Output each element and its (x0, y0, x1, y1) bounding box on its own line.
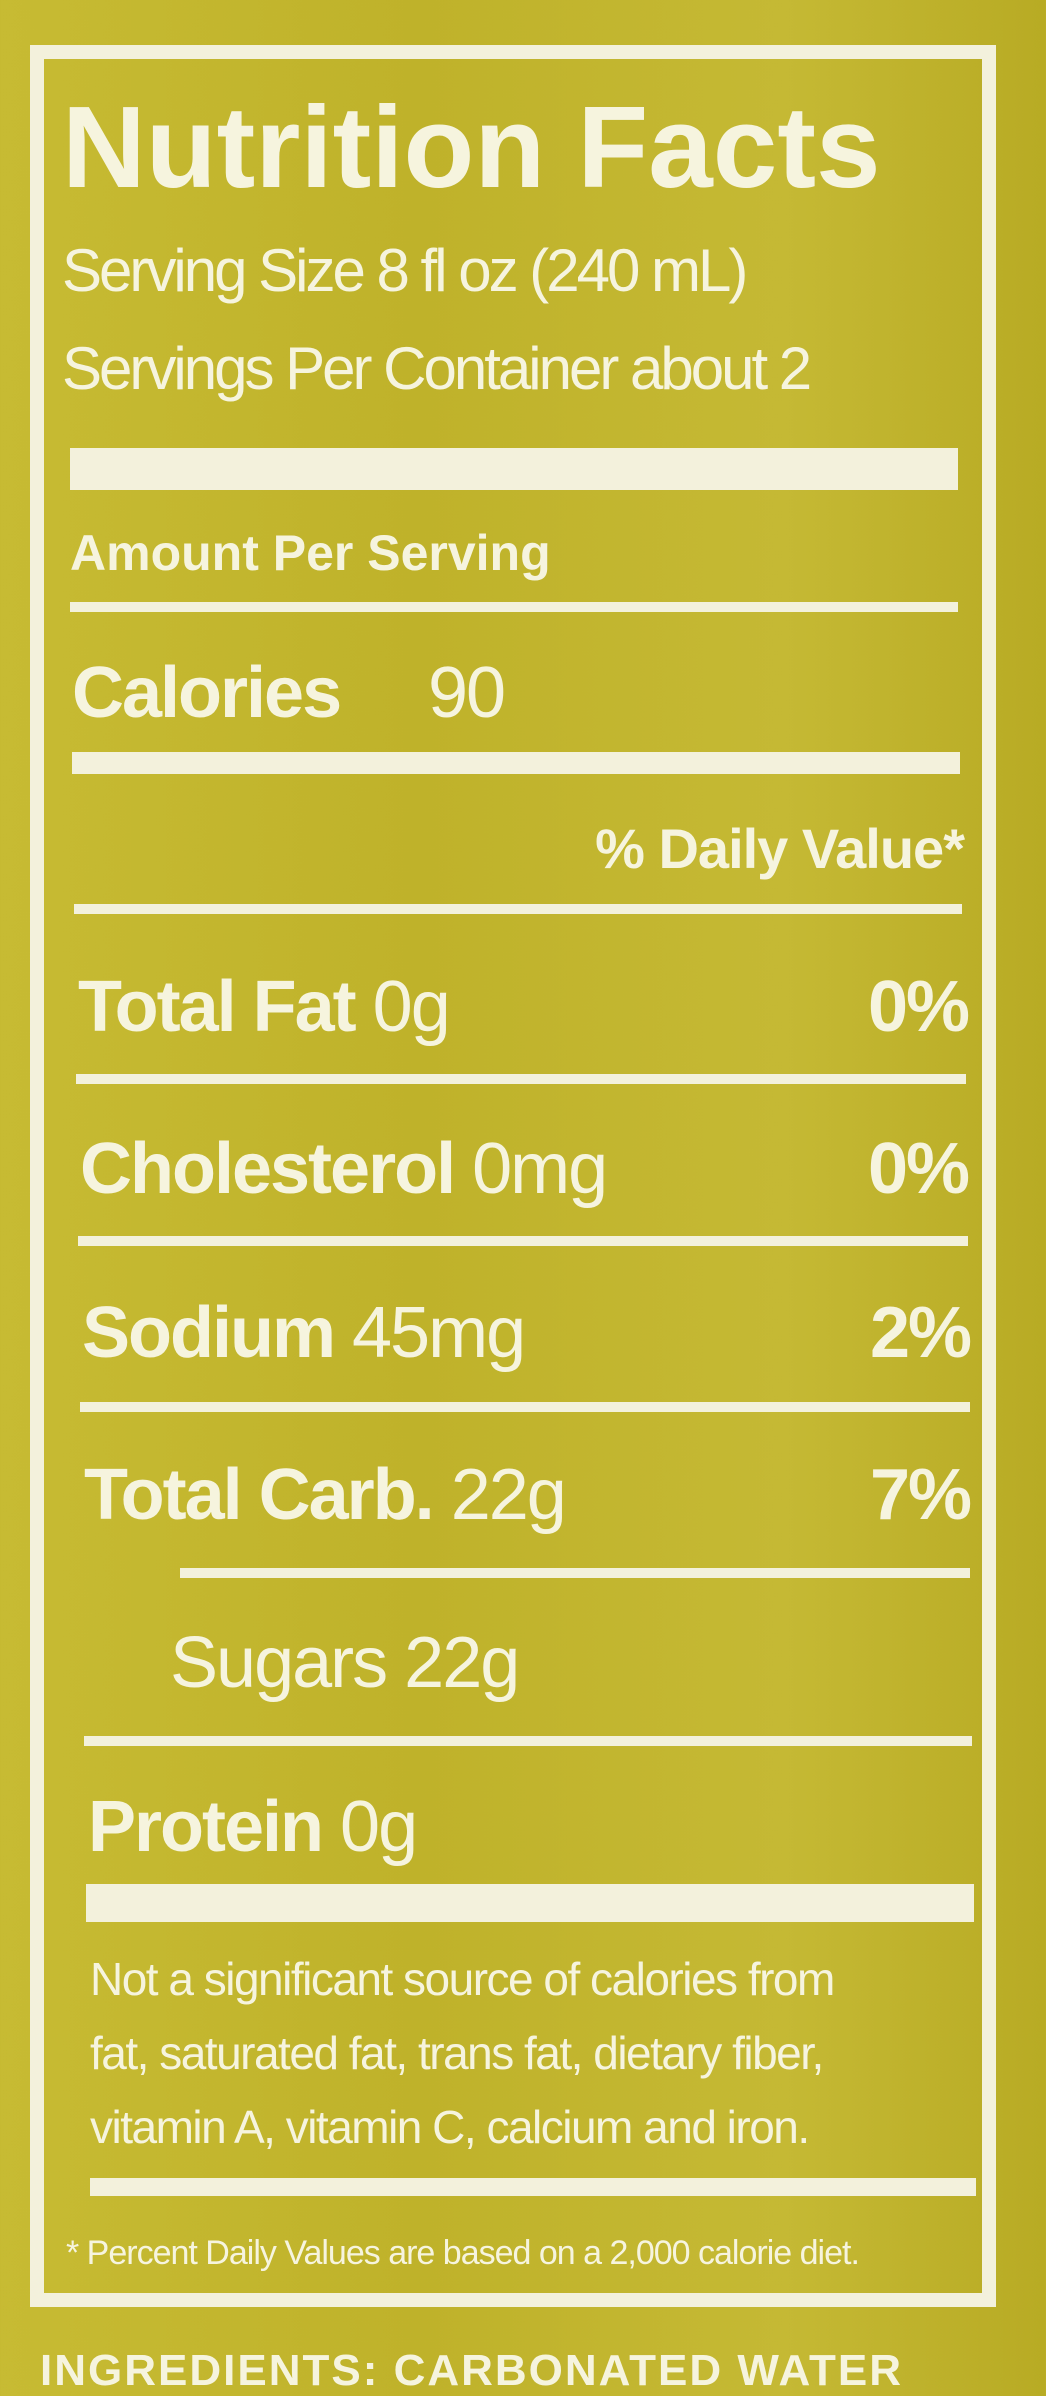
nutrient-amount: 0g (340, 1787, 418, 1867)
servings-per-container: Servings Per Container about 2 (62, 335, 812, 402)
nutrient-amount: 0g (372, 967, 451, 1047)
daily-value-header: % Daily Value* (595, 817, 965, 880)
nutrient-name: Cholesterol (80, 1129, 456, 1209)
nutrient-amount: 22g (404, 1623, 520, 1703)
divider (76, 1074, 966, 1084)
thick-divider (86, 1884, 974, 1922)
nutrient-name: Total Carb. (84, 1455, 435, 1535)
amount-per-serving: Amount Per Serving (70, 525, 551, 581)
nutrient-name: Sodium (82, 1293, 336, 1373)
panel-title: Nutrition Facts (62, 82, 881, 212)
divider (70, 602, 958, 612)
divider (80, 1402, 970, 1412)
divider (78, 1236, 968, 1246)
divider (74, 904, 962, 914)
nutrient-dv: 0% (867, 1129, 970, 1209)
nutrient-dv: 0% (867, 967, 970, 1047)
nutrient-row-sugars: Sugars 22g (170, 1622, 520, 1704)
nutrient-amount: 45mg (352, 1293, 526, 1373)
nutrient-row-total-carb: Total Carb. 22g (84, 1454, 567, 1536)
thick-divider (70, 448, 958, 490)
calories-value: 90 (428, 653, 506, 733)
ingredients-partial: INGREDIENTS: CARBONATED WATER (40, 2346, 904, 2395)
divider (90, 2178, 976, 2196)
note-line: vitamin A, vitamin C, calcium and iron. (90, 2101, 810, 2153)
divider (180, 1568, 970, 1578)
calories-label: Calories (72, 653, 342, 733)
daily-value-footnote: * Percent Daily Values are based on a 2,… (66, 2234, 860, 2272)
nutrient-amount: 0mg (472, 1129, 608, 1209)
note-line: fat, saturated fat, trans fat, dietary f… (90, 2027, 824, 2079)
note-line: Not a significant source of calories fro… (90, 1953, 835, 2005)
nutrient-row-sodium: Sodium 45mg (82, 1292, 526, 1374)
nutrient-name: Protein (88, 1787, 324, 1867)
divider (84, 1736, 972, 1746)
nutrient-dv: 2% (869, 1293, 972, 1373)
nutrition-facts-panel (30, 45, 996, 2307)
nutrient-row-cholesterol: Cholesterol 0mg (80, 1128, 608, 1210)
serving-size: Serving Size 8 fl oz (240 mL) (62, 237, 748, 304)
nutrient-row-total-fat: Total Fat 0g (78, 966, 451, 1048)
divider (72, 752, 960, 774)
nutrient-amount: 22g (450, 1455, 567, 1535)
nutrient-name: Total Fat (78, 967, 357, 1047)
nutrient-name: Sugars (170, 1623, 388, 1703)
nutrient-row-protein: Protein 0g (88, 1786, 418, 1868)
nutrient-dv: 7% (869, 1455, 972, 1535)
